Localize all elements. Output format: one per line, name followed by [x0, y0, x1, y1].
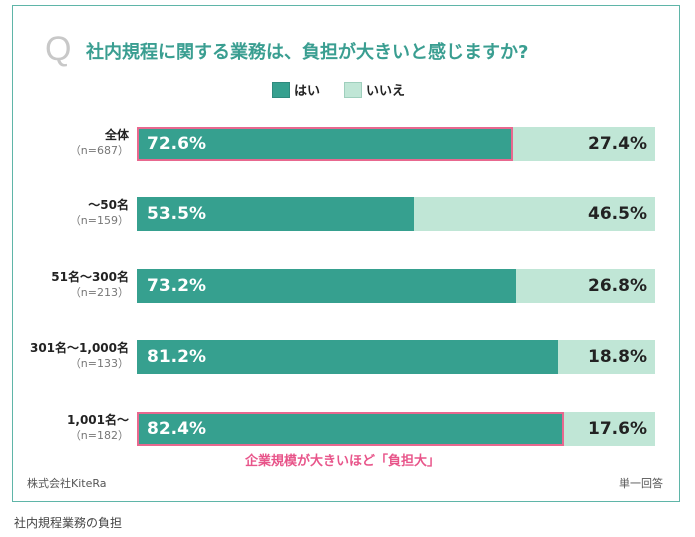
legend-label-no: いいえ — [366, 84, 406, 99]
stacked-bar: 82.4% 17.6% — [137, 412, 655, 446]
n-label: （n=159） — [69, 214, 129, 227]
bar-row: 51名〜300名 （n=213） 73.2% 26.8% — [0, 269, 695, 303]
category-label: 301名〜1,000名 （n=133） — [30, 340, 129, 372]
chart-frame — [12, 5, 680, 502]
bar-no: 17.6% — [563, 412, 655, 446]
bar-row: 全体 （n=687） 72.6% 27.4% — [0, 127, 695, 161]
bar-yes: 53.5% — [137, 197, 415, 231]
n-label: （n=182） — [69, 429, 129, 442]
bar-no: 46.5% — [414, 197, 655, 231]
bar-no: 26.8% — [516, 269, 655, 303]
legend-label-yes: はい — [294, 84, 321, 99]
n-label: （n=213） — [69, 286, 129, 299]
bar-row: 301名〜1,000名 （n=133） 81.2% 18.8% — [0, 340, 695, 374]
category-label: 1,001名〜 （n=182） — [67, 412, 129, 444]
bar-row: 1,001名〜 （n=182） 82.4% 17.6% — [0, 412, 695, 446]
bar-yes: 82.4% — [137, 412, 564, 446]
bar-yes: 72.6% — [137, 127, 514, 161]
group-label: 1,001名〜 — [67, 413, 129, 427]
n-label: （n=687） — [69, 144, 129, 157]
n-label: （n=133） — [69, 357, 129, 370]
bar-row: 〜50名 （n=159） 53.5% 46.5% — [0, 197, 695, 231]
group-label: 全体 — [104, 128, 129, 142]
stacked-bar: 53.5% 46.5% — [137, 197, 655, 231]
group-label: 51名〜300名 — [51, 270, 129, 284]
category-label: 51名〜300名 （n=213） — [51, 269, 129, 301]
bar-yes: 81.2% — [137, 340, 558, 374]
bar-no: 18.8% — [557, 340, 655, 374]
caption: 社内規程業務の負担 — [14, 516, 123, 530]
legend-swatch-no — [344, 81, 363, 98]
stacked-bar: 72.6% 27.4% — [137, 127, 655, 161]
bar-no: 27.4% — [513, 127, 655, 161]
chart-title: 社内規程に関する業務は、負担が大きいと感じますか? — [86, 42, 529, 63]
legend-no: いいえ — [344, 80, 405, 99]
stacked-bar: 73.2% 26.8% — [137, 269, 655, 303]
annotation: 企業規模が大きいほど「負担大」 — [245, 454, 441, 469]
category-label: 〜50名 （n=159） — [70, 197, 129, 229]
legend-yes: はい — [272, 80, 320, 99]
legend: はい いいえ — [272, 80, 405, 99]
answer-type: 単一回答 — [619, 477, 663, 490]
group-label: 301名〜1,000名 — [29, 341, 129, 355]
q-mark: Q — [45, 30, 72, 68]
source: 株式会社KiteRa — [27, 477, 107, 490]
group-label: 〜50名 — [88, 198, 129, 212]
bar-yes: 73.2% — [137, 269, 517, 303]
category-label: 全体 （n=687） — [70, 127, 129, 159]
legend-swatch-yes — [272, 81, 290, 98]
stacked-bar: 81.2% 18.8% — [137, 340, 655, 374]
